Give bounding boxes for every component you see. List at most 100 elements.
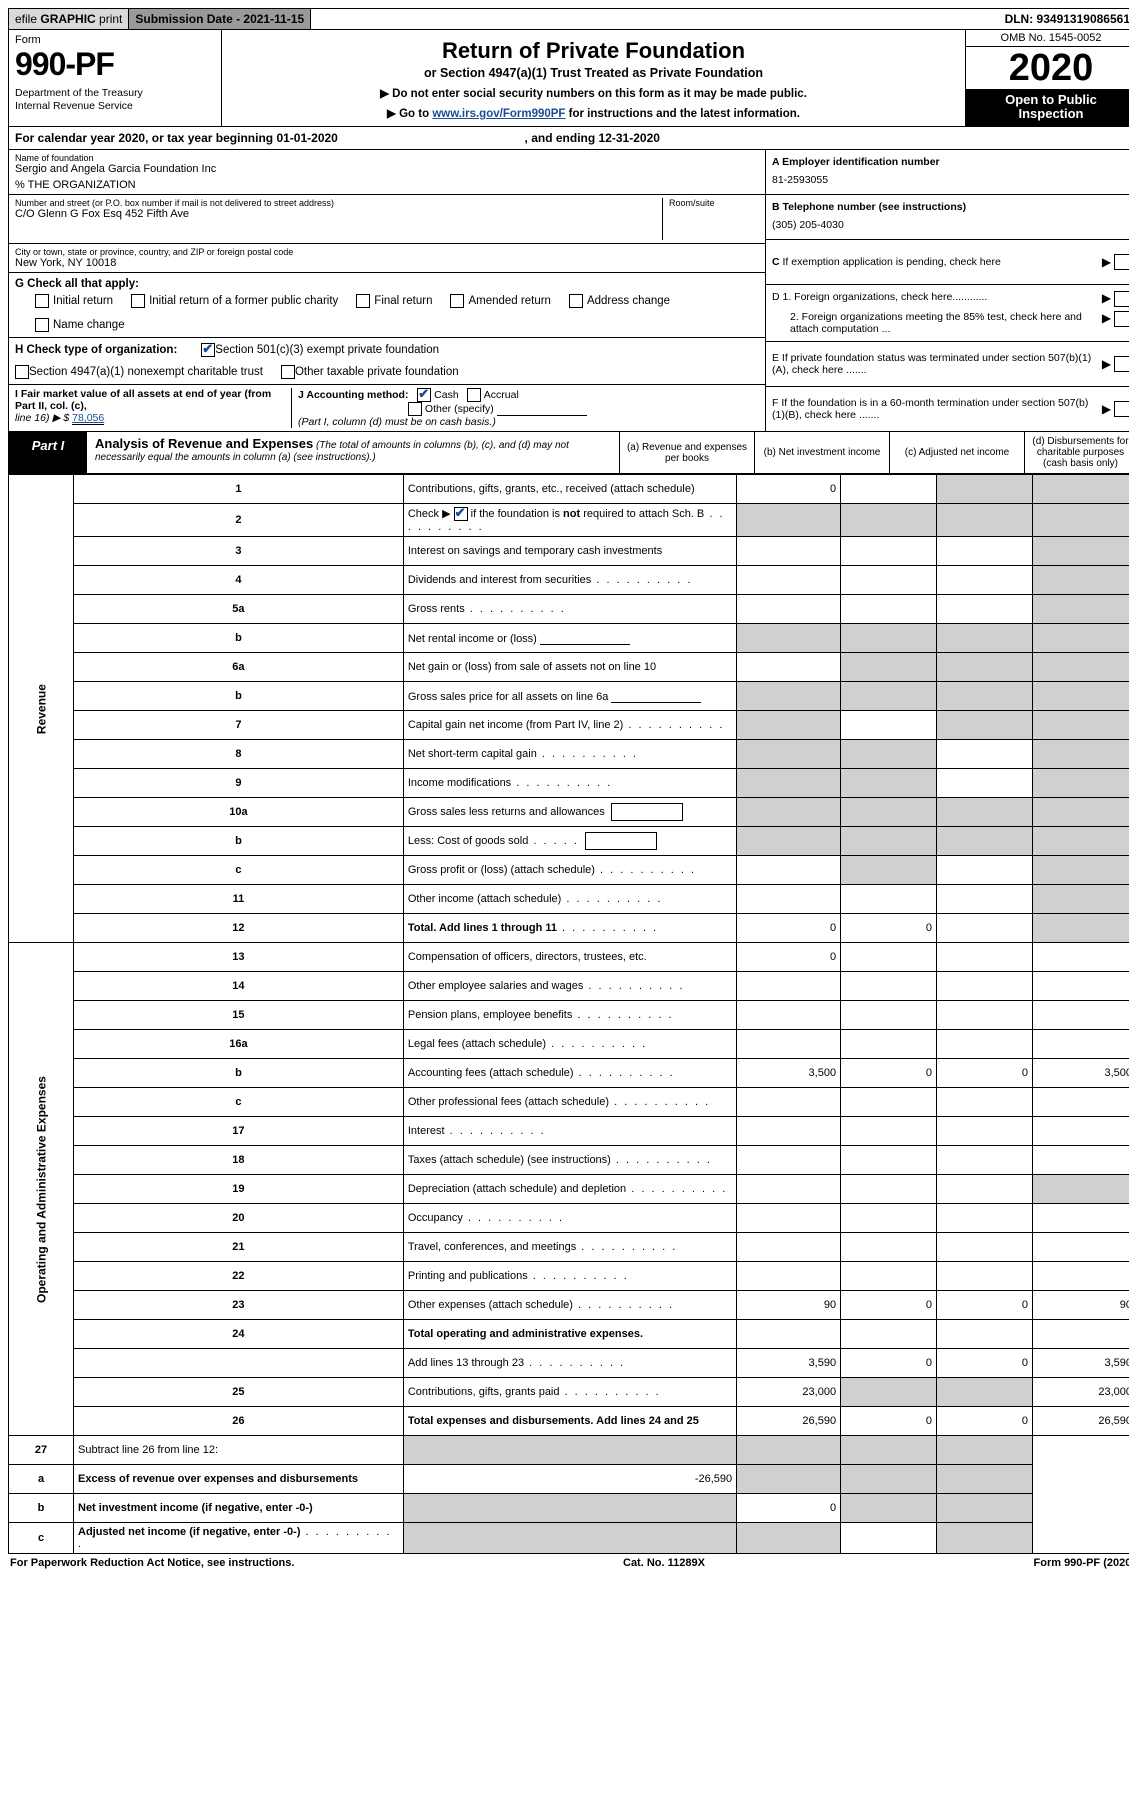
note2-post: for instructions and the latest informat… [565, 108, 800, 120]
ck-initial-former[interactable] [131, 294, 145, 308]
cell-amt [737, 1233, 841, 1262]
cell-shaded [841, 798, 937, 827]
ck-f[interactable] [1114, 401, 1129, 417]
table-row: 10aGross sales less returns and allowanc… [9, 798, 1129, 827]
ck-accrual[interactable] [467, 388, 481, 402]
table-row: cAdjusted net income (if negative, enter… [9, 1523, 1129, 1554]
table-row: 24Total operating and administrative exp… [9, 1320, 1129, 1349]
efile-graphic: GRAPHIC [40, 12, 95, 26]
row-desc: Check ▶ if the foundation is not require… [403, 504, 736, 537]
cell-shaded [1033, 624, 1129, 653]
ck-final-return[interactable] [356, 294, 370, 308]
cell-shaded [841, 740, 937, 769]
ck-4947[interactable] [15, 365, 29, 379]
cell-shaded [403, 1523, 736, 1554]
row-num: 14 [74, 972, 404, 1001]
row-num: 18 [74, 1146, 404, 1175]
cell-amt: 0 [937, 1349, 1033, 1378]
f-text: F If the foundation is in a 60-month ter… [772, 397, 1102, 421]
part1-title: Analysis of Revenue and Expenses [95, 436, 313, 451]
ck-d1[interactable] [1114, 291, 1129, 307]
col-c: (c) Adjusted net income [889, 432, 1024, 473]
form-label: Form [15, 34, 215, 46]
cell-shaded [1033, 740, 1129, 769]
row-num: c [74, 856, 404, 885]
row-desc: Total expenses and disbursements. Add li… [403, 1407, 736, 1436]
cell-amt [937, 856, 1033, 885]
i-val[interactable]: 78,056 [72, 412, 104, 425]
cell-shaded [937, 1378, 1033, 1407]
cell-amt [937, 1117, 1033, 1146]
row-desc: Excess of revenue over expenses and disb… [74, 1465, 404, 1494]
cell-amt [841, 1523, 937, 1554]
row-num: 27 [9, 1436, 74, 1465]
cell-shaded [841, 1378, 937, 1407]
cell-shaded [737, 624, 841, 653]
col-a: (a) Revenue and expenses per books [620, 432, 754, 473]
top-bar: efile GRAPHIC print Submission Date - 20… [8, 8, 1129, 30]
row-desc: Interest [403, 1117, 736, 1146]
cell-amt [937, 914, 1033, 943]
cell-shaded [1033, 798, 1129, 827]
cell-amt [937, 1262, 1033, 1291]
ck-other-method[interactable] [408, 402, 422, 416]
row-num: 15 [74, 1001, 404, 1030]
dept1: Department of the Treasury [15, 87, 143, 99]
row-num: b [74, 682, 404, 711]
ck-cash[interactable] [417, 388, 431, 402]
arrow-icon: ▶ [1102, 255, 1111, 269]
row-desc: Net gain or (loss) from sale of assets n… [403, 653, 736, 682]
header-mid: Return of Private Foundation or Section … [222, 30, 965, 126]
cell-amt [1033, 972, 1129, 1001]
cell-shaded [937, 1523, 1033, 1554]
cell-amt [737, 1030, 841, 1059]
form-link[interactable]: www.irs.gov/Form990PF [432, 108, 565, 120]
cell-shaded [737, 798, 841, 827]
ij-row: I Fair market value of all assets at end… [9, 385, 765, 431]
efile-pre: efile [15, 12, 37, 26]
cell-amt [737, 856, 841, 885]
ck-initial-return[interactable] [35, 294, 49, 308]
i-line: line 16) ▶ $ [15, 412, 69, 424]
cell-shaded [1033, 769, 1129, 798]
row-num: b [74, 624, 404, 653]
cell-amt: 3,500 [1033, 1059, 1129, 1088]
row-desc: Travel, conferences, and meetings [403, 1233, 736, 1262]
row-desc: Net rental income or (loss) [403, 624, 736, 653]
cell-amt [841, 566, 937, 595]
part1-desc: Analysis of Revenue and Expenses (The to… [87, 432, 619, 473]
cal-end: 12-31-2020 [599, 131, 660, 145]
ck-c[interactable] [1114, 254, 1129, 270]
cell-amt [1033, 1262, 1129, 1291]
cell-shaded [1033, 711, 1129, 740]
h-row: H Check type of organization: Section 50… [9, 338, 765, 385]
main-table: Revenue1Contributions, gifts, grants, et… [8, 474, 1129, 1554]
cell-amt [737, 653, 841, 682]
ck-d2[interactable] [1114, 311, 1129, 327]
cell-amt [937, 595, 1033, 624]
c-text: If exemption application is pending, che… [783, 256, 1001, 268]
ck-address-change[interactable] [569, 294, 583, 308]
cell-shaded [841, 504, 937, 537]
ck-name-change[interactable] [35, 318, 49, 332]
cell-amt: 23,000 [737, 1378, 841, 1407]
cell-amt [841, 475, 937, 504]
cal-pre: For calendar year 2020, or tax year begi… [15, 131, 276, 145]
dln: DLN: 93491319086561 [999, 9, 1129, 29]
cell-amt: 0 [737, 1494, 841, 1523]
footer-mid: Cat. No. 11289X [623, 1557, 705, 1569]
row-num: 21 [74, 1233, 404, 1262]
row-desc: Contributions, gifts, grants, etc., rece… [403, 475, 736, 504]
ck-e[interactable] [1114, 356, 1129, 372]
ck-501c3[interactable] [201, 343, 215, 357]
city-cell: City or town, state or province, country… [9, 244, 765, 273]
cell-amt: 0 [937, 1407, 1033, 1436]
table-row: bGross sales price for all assets on lin… [9, 682, 1129, 711]
submission-date: Submission Date - 2021-11-15 [129, 9, 311, 29]
ck-other-taxable[interactable] [281, 365, 295, 379]
cell-shaded [737, 1436, 841, 1465]
ck-amended[interactable] [450, 294, 464, 308]
cell-amt: 0 [841, 1059, 937, 1088]
row-num: 6a [74, 653, 404, 682]
table-row: 11Other income (attach schedule) [9, 885, 1129, 914]
